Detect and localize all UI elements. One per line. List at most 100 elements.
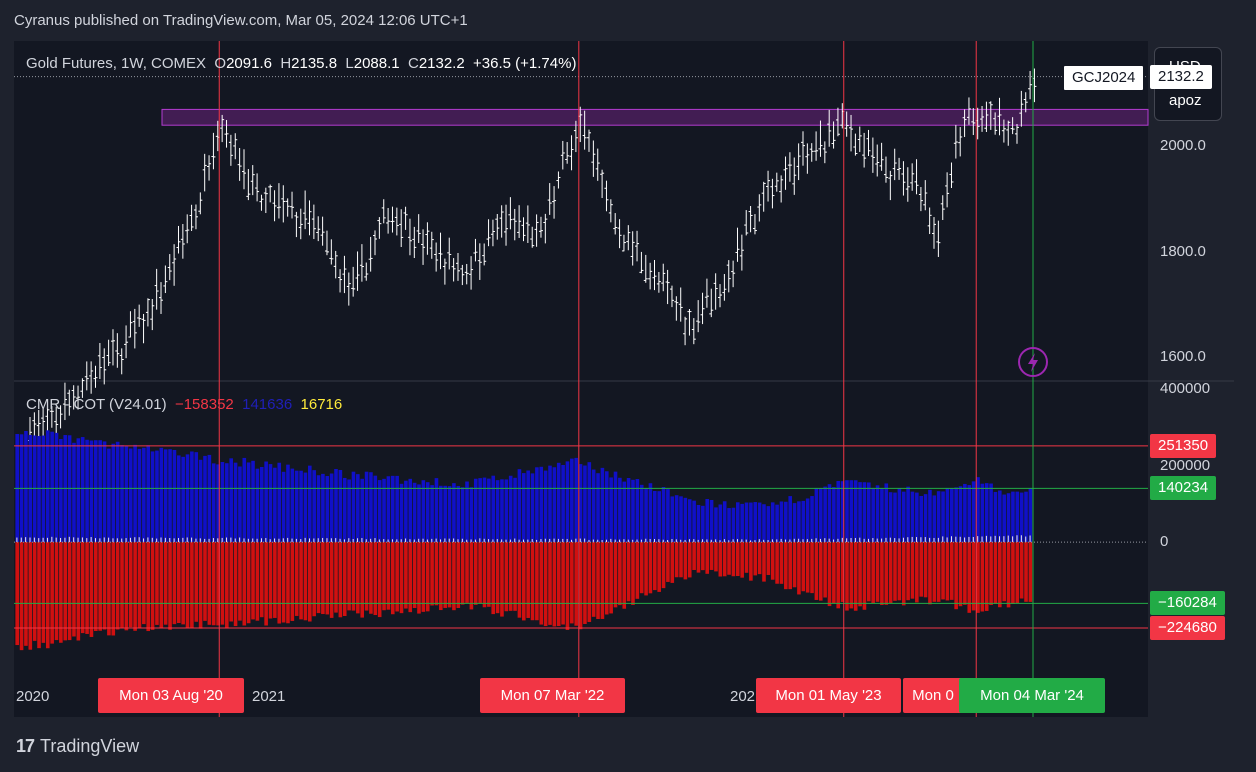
short-bar [89, 542, 94, 637]
long-bar [425, 482, 430, 543]
long-bar [801, 500, 806, 543]
ohlc-bar [822, 141, 827, 164]
short-bar [923, 542, 928, 598]
ohlc-bar [355, 251, 360, 291]
long-bar [246, 462, 251, 543]
long-bar [880, 488, 884, 543]
short-bar [1011, 542, 1015, 604]
long-bar [631, 479, 635, 543]
ohlc-bar [722, 274, 727, 301]
short-bar [80, 542, 85, 634]
cot-axis-tick: 0 [1160, 533, 1169, 551]
ohlc-bar [718, 284, 723, 308]
short-bar [434, 542, 439, 606]
short-bar [539, 542, 544, 625]
long-bar [622, 481, 627, 543]
time-axis-label: 2021 [252, 688, 286, 705]
long-bar [635, 478, 640, 543]
long-bar [543, 470, 548, 543]
ohlc-bar [185, 214, 190, 244]
short-bar [805, 542, 810, 593]
long-bar [888, 492, 893, 543]
short-bar [888, 542, 893, 604]
short-bar [386, 542, 391, 610]
ohlc-bar [604, 180, 609, 212]
long-bar [910, 491, 915, 543]
short-bar [430, 542, 434, 606]
ohlc-bar [333, 250, 338, 279]
ohlc-bar [377, 217, 382, 239]
long-bar [513, 477, 517, 543]
long-bar [159, 447, 164, 543]
indicator-legend: CMR - COT (V24.01) −158352 141636 16716 [26, 396, 342, 413]
ohlc-bar [67, 389, 72, 416]
short-bar [460, 542, 465, 605]
tradingview-brand[interactable]: 17 TradingView [16, 736, 139, 757]
ohlc-bar [744, 210, 749, 236]
ohlc-bar [76, 385, 81, 410]
long-bar [72, 442, 76, 543]
short-bar [727, 542, 731, 575]
ohlc-bar [460, 264, 465, 286]
short-bar [770, 542, 775, 580]
long-bar [696, 504, 701, 543]
publish-info: Cyranus published on TradingView.com, Ma… [14, 12, 468, 29]
short-bar [120, 542, 124, 628]
long-bar [303, 472, 308, 543]
short-bar [845, 542, 849, 611]
long-bar [45, 430, 50, 543]
ohlc-bar [687, 309, 692, 336]
short-bar [552, 542, 557, 627]
ohlc-bar [661, 263, 666, 292]
long-bar [277, 462, 282, 543]
short-bar [421, 542, 426, 612]
ohlc-bar [517, 205, 522, 238]
long-bar [770, 502, 775, 543]
ohlc-bar [630, 231, 635, 266]
long-bar [722, 501, 727, 543]
ohlc-bar [591, 140, 596, 177]
ohlc-bar [447, 237, 452, 270]
long-bar [967, 485, 972, 543]
short-bar [1006, 542, 1011, 608]
long-bar [137, 448, 142, 543]
long-bar [1024, 491, 1028, 543]
ohlc-bar [228, 134, 233, 166]
long-bar [469, 487, 474, 543]
long-bar [548, 465, 552, 543]
long-bar [849, 480, 854, 543]
ohlc-bar [84, 361, 89, 391]
long-bar [1011, 491, 1015, 543]
close-value: 2132.2 [418, 55, 465, 72]
long-bar [1028, 487, 1033, 543]
ohlc-bar [119, 348, 124, 375]
long-bar [281, 471, 286, 543]
short-bar [867, 542, 871, 602]
ohlc-bar [316, 216, 321, 242]
short-bar [443, 542, 447, 608]
short-bar [220, 542, 225, 625]
long-bar [521, 473, 526, 543]
ohlc-bar [124, 325, 129, 359]
price-axis-tick: 1600.0 [1160, 347, 1206, 365]
short-bar [967, 542, 972, 613]
short-bar [473, 542, 478, 605]
ohlc-bar [805, 143, 810, 174]
short-bar [810, 542, 814, 594]
short-bar [67, 542, 72, 641]
ohlc-bar [691, 318, 696, 345]
short-bar [32, 542, 37, 641]
long-bar [500, 479, 504, 543]
long-bar [600, 467, 605, 543]
short-bar [229, 542, 233, 622]
short-bar [600, 542, 605, 619]
short-bar [277, 542, 282, 624]
ohlc-bar [482, 243, 487, 266]
short-bar [653, 542, 657, 591]
high-value: 2135.8 [291, 55, 338, 72]
short-bar [639, 542, 644, 594]
ohlc-bar [145, 298, 150, 327]
ohlc-bar [530, 226, 535, 248]
ohlc-bar [556, 171, 561, 189]
